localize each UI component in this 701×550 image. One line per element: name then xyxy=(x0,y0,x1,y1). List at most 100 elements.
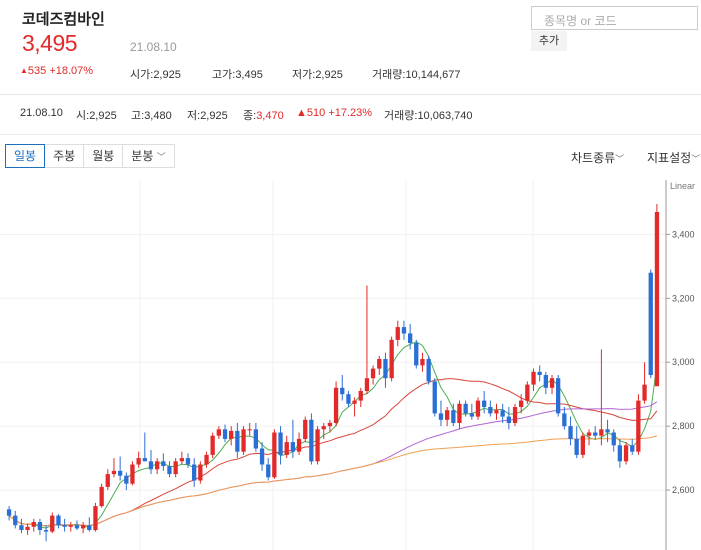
candle-body xyxy=(352,400,357,404)
chart-type-dropdown[interactable]: 차트종류﹀ xyxy=(571,151,625,165)
candle-body xyxy=(438,413,444,420)
candle-body xyxy=(580,435,585,455)
low-price: 저가:2,925 xyxy=(292,69,343,81)
candle-body xyxy=(296,438,302,452)
candle-body xyxy=(155,461,160,470)
candle-body xyxy=(377,359,382,369)
tab-monthly[interactable]: 월봉 xyxy=(84,145,124,167)
daily-close: 종:3,470 xyxy=(243,110,284,122)
candle-body xyxy=(642,384,647,401)
candle-body xyxy=(531,371,536,385)
candle-body xyxy=(519,400,524,407)
moving-average-line xyxy=(8,341,658,529)
indicator-settings-dropdown[interactable]: 지표설정﹀ xyxy=(647,151,701,165)
candle-body xyxy=(124,475,129,484)
daily-volume: 거래량:10,063,740 xyxy=(384,110,473,122)
chevron-down-icon: ﹀ xyxy=(691,154,701,164)
candle-body xyxy=(333,387,339,423)
candle-body xyxy=(593,432,598,436)
candle-body xyxy=(321,426,326,430)
candle-body xyxy=(475,400,481,417)
candle-body xyxy=(31,522,36,527)
divider xyxy=(0,134,701,135)
daily-low: 저:2,925 xyxy=(187,110,228,122)
candle-body xyxy=(401,327,407,334)
candle-body xyxy=(68,525,73,527)
candle-body xyxy=(241,429,246,452)
up-arrow-icon: ▲ xyxy=(296,107,307,119)
candle-body xyxy=(210,435,215,455)
candle-body xyxy=(414,343,419,366)
candle-body xyxy=(605,429,610,433)
candle-body xyxy=(62,525,67,527)
chevron-down-icon: ﹀ xyxy=(615,154,625,164)
change-abs: 535 xyxy=(27,65,47,77)
y-tick-label: 3,200 xyxy=(672,293,695,303)
candle-body xyxy=(185,458,191,465)
candle-body xyxy=(389,339,394,379)
candle-body xyxy=(482,400,487,407)
candle-body xyxy=(420,359,425,366)
candle-body xyxy=(395,327,400,340)
search-input[interactable]: 종목명 or 코드 xyxy=(531,6,698,30)
candle-body xyxy=(537,371,542,375)
candle-body xyxy=(358,391,363,401)
candle-body xyxy=(130,464,135,484)
tab-daily[interactable]: 일봉 xyxy=(5,144,46,168)
candle-body xyxy=(488,407,493,414)
period-tabs: 일봉 주봉 월봉 분봉 ﹀ xyxy=(5,144,175,168)
candle-body xyxy=(556,378,561,414)
daily-open: 시:2,925 xyxy=(76,110,117,122)
candle-body xyxy=(451,410,456,423)
stock-name: 코데즈컴바인 xyxy=(22,11,105,28)
candle-body xyxy=(111,470,117,475)
price-change: ▲535 +18.07% xyxy=(20,65,93,77)
candle-body xyxy=(549,378,555,388)
tab-minute[interactable]: 분봉 ﹀ xyxy=(123,145,174,167)
candle-body xyxy=(623,445,629,462)
candle-body xyxy=(105,474,110,487)
candle-body xyxy=(272,432,277,478)
candle-body xyxy=(204,454,209,465)
y-tick-label: 2,800 xyxy=(672,421,695,431)
candle-body xyxy=(229,430,234,439)
candle-body xyxy=(636,400,641,452)
open-price: 시가:2,925 xyxy=(130,69,181,81)
add-button[interactable]: 추가 xyxy=(531,31,567,51)
candle-body xyxy=(500,410,505,417)
candle-body xyxy=(37,522,43,530)
candle-body xyxy=(617,445,622,462)
candle-body xyxy=(43,530,49,532)
candle-body xyxy=(562,413,567,427)
candle-body xyxy=(167,466,172,475)
current-price: 3,495 xyxy=(22,30,78,56)
candle-body xyxy=(148,461,154,470)
candle-body xyxy=(235,430,240,452)
tab-weekly[interactable]: 주봉 xyxy=(45,145,85,167)
candle-body xyxy=(568,426,573,439)
candle-body xyxy=(648,272,653,375)
candle-body xyxy=(278,432,283,455)
candle-body xyxy=(309,419,314,462)
candle-body xyxy=(327,422,333,427)
candle-body xyxy=(315,429,320,462)
candle-body xyxy=(173,461,178,475)
candle-body xyxy=(586,432,592,436)
daily-date: 21.08.10 xyxy=(20,107,63,119)
moving-average-lines xyxy=(8,341,658,529)
moving-average-line xyxy=(8,435,658,527)
candle-body xyxy=(74,525,80,529)
candle-body xyxy=(574,438,579,455)
y-tick-label: 3,000 xyxy=(672,357,695,367)
candle-body xyxy=(93,506,98,531)
candle-body xyxy=(469,413,474,417)
candle-body xyxy=(599,429,604,436)
candle-body xyxy=(543,375,548,388)
candle-body xyxy=(383,359,388,379)
candle-body xyxy=(408,333,413,343)
candle-body xyxy=(463,403,468,414)
candle-body xyxy=(364,378,370,391)
candle-body xyxy=(6,509,12,516)
chevron-down-icon: ﹀ xyxy=(156,152,166,162)
